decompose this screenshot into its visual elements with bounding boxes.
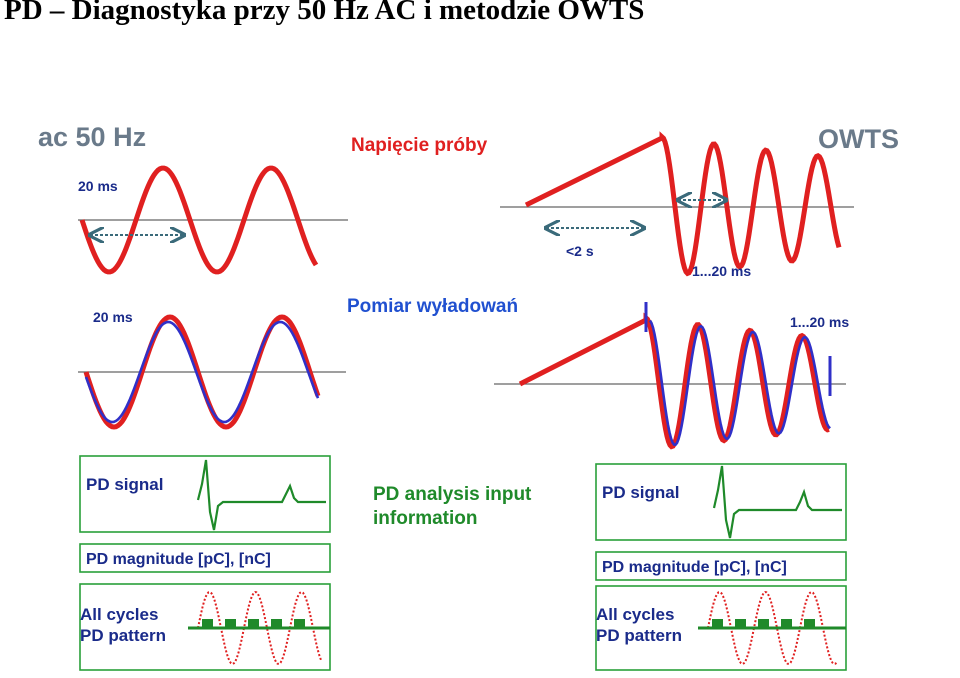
- right-pd-signal-box: PD signal: [595, 463, 847, 541]
- diagram-panel: ac 50 Hz OWTS Napięcie próby Pomiar wyła…: [38, 114, 954, 672]
- ac-title: ac 50 Hz: [38, 122, 146, 152]
- right-pd-magnitude-label: PD magnitude [pC], [nC]: [602, 559, 787, 576]
- pd-measurement-label: Pomiar wyładowań: [347, 296, 518, 317]
- left-pd-magnitude-label: PD magnitude [pC], [nC]: [86, 551, 271, 568]
- pattern-pulse: [804, 619, 815, 628]
- ac-top-voltage-wave: [79, 165, 319, 275]
- pattern-pulse: [271, 619, 282, 628]
- center-info-line1: PD analysis input: [373, 484, 532, 505]
- owts-top-voltage-wave: [524, 131, 842, 277]
- pattern-pulse: [758, 619, 769, 628]
- left-pd-signal-trace: [196, 459, 326, 531]
- left-pd-pattern-plot: [188, 590, 330, 666]
- right-pd-magnitude-box: PD magnitude [pC], [nC]: [595, 551, 847, 581]
- center-info-line2: information: [373, 508, 478, 529]
- ac-bottom-period-label: 20 ms: [93, 309, 133, 325]
- left-pd-magnitude-box: PD magnitude [pC], [nC]: [79, 543, 331, 573]
- test-voltage-label: Napięcie próby: [351, 135, 488, 156]
- left-pd-signal-box: PD signal: [79, 455, 331, 533]
- pattern-pulse: [712, 619, 723, 628]
- owts-top-period-label: 1...20 ms: [692, 263, 751, 279]
- left-pd-signal-label: PD signal: [86, 475, 163, 494]
- right-pd-pattern-box: All cycles PD pattern: [595, 585, 847, 671]
- pattern-pulse: [781, 619, 792, 628]
- pattern-pulse: [202, 619, 213, 628]
- right-pd-pattern-plot: [698, 590, 846, 666]
- left-pattern-line2: PD pattern: [80, 626, 166, 645]
- left-pd-pattern-box: All cycles PD pattern: [79, 583, 331, 671]
- pattern-pulse: [735, 619, 746, 628]
- ac-bottom-measured-wave: [84, 320, 320, 424]
- pd-diagram: ac 50 Hz OWTS Napięcie próby Pomiar wyła…: [38, 122, 899, 671]
- owts-ramp-time-label: <2 s: [566, 243, 594, 259]
- ac-top-period-label: 20 ms: [78, 178, 118, 194]
- pattern-pulse: [294, 619, 305, 628]
- left-pattern-line1: All cycles: [80, 605, 158, 624]
- pattern-sine: [197, 590, 322, 666]
- owts-bottom-measured-wave: [648, 319, 831, 447]
- right-pattern-line2: PD pattern: [596, 626, 682, 645]
- owts-title: OWTS: [818, 124, 899, 154]
- pattern-pulse: [225, 619, 236, 628]
- right-pd-signal-trace: [712, 465, 842, 539]
- page-title: PD – Diagnostyka przy 50 Hz AC i metodzi…: [4, 0, 645, 26]
- pattern-sine: [707, 590, 838, 666]
- right-pattern-line1: All cycles: [596, 605, 674, 624]
- pattern-pulse: [248, 619, 259, 628]
- right-pd-signal-label: PD signal: [602, 483, 679, 502]
- owts-bottom-period-label: 1...20 ms: [790, 314, 849, 330]
